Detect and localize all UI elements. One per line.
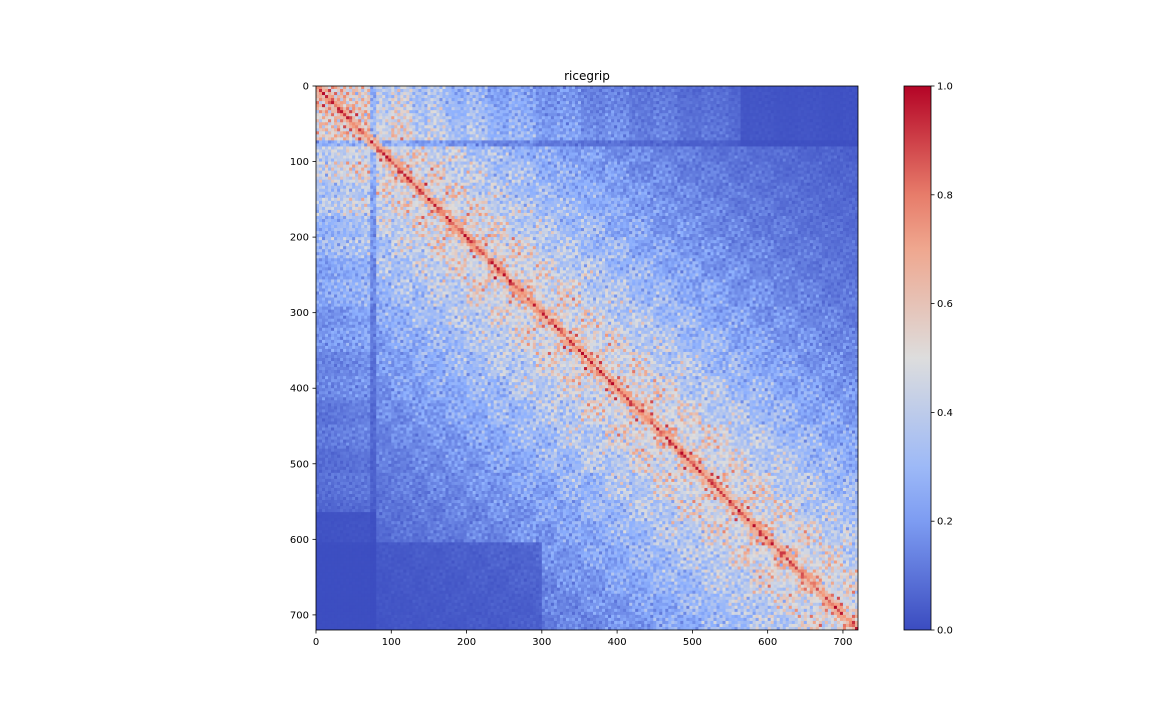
colorbar-tick-label: 0.2 xyxy=(937,517,953,528)
x-tick-label: 200 xyxy=(457,637,476,648)
colorbar-axis: 0.0 0.2 0.4 0.6 0.8 1.0 xyxy=(931,82,953,637)
y-tick-label: 200 xyxy=(290,233,309,244)
chart-title: ricegrip xyxy=(564,69,610,83)
y-tick-label: 0 xyxy=(303,82,309,93)
colorbar xyxy=(904,86,931,630)
x-tick-label: 700 xyxy=(833,637,852,648)
y-axis: 0 100 200 300 400 500 600 700 xyxy=(290,82,316,621)
colorbar-frame xyxy=(903,85,932,631)
plot-frame xyxy=(315,85,859,631)
y-tick-label: 600 xyxy=(290,535,309,546)
colorbar-tick-label: 0.8 xyxy=(937,190,953,201)
colorbar-tick-label: 0.4 xyxy=(937,408,953,419)
y-tick-label: 100 xyxy=(290,157,309,168)
x-tick-label: 0 xyxy=(313,637,319,648)
x-tick-label: 500 xyxy=(683,637,702,648)
x-tick-label: 600 xyxy=(758,637,777,648)
x-tick-label: 100 xyxy=(382,637,401,648)
heatmap-image xyxy=(316,86,858,630)
y-tick-label: 300 xyxy=(290,308,309,319)
colorbar-tick-label: 0.6 xyxy=(937,299,953,310)
x-tick-label: 300 xyxy=(532,637,551,648)
x-tick-label: 400 xyxy=(608,637,627,648)
y-tick-label: 400 xyxy=(290,384,309,395)
y-tick-label: 700 xyxy=(290,610,309,621)
x-axis: 0 100 200 300 400 500 600 700 xyxy=(313,630,852,648)
colorbar-tick-label: 0.0 xyxy=(937,626,953,637)
y-tick-label: 500 xyxy=(290,459,309,470)
colorbar-tick-label: 1.0 xyxy=(937,82,953,93)
